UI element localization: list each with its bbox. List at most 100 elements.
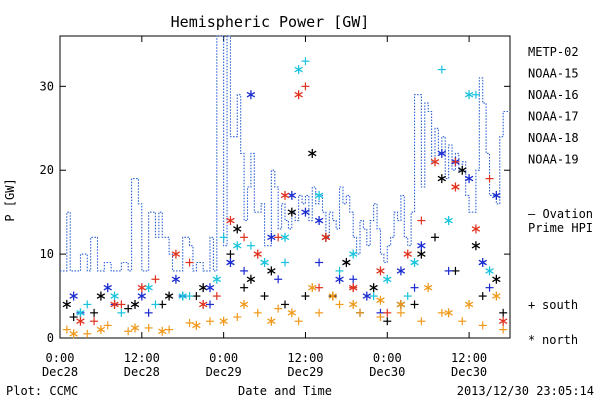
south-point xyxy=(431,233,439,242)
south-point xyxy=(185,318,194,327)
north-marker-stroke xyxy=(110,301,119,308)
north-marker xyxy=(267,316,276,326)
ovation-label-line1: — Ovation xyxy=(528,207,593,221)
north-marker xyxy=(492,291,501,301)
north-marker-stroke xyxy=(287,310,297,316)
footer-timestamp: 2013/12/30 23:05:14 xyxy=(457,384,594,398)
north-marker-stroke xyxy=(62,301,72,308)
north-marker xyxy=(205,283,215,293)
x-tick-label-time: 0:00 xyxy=(46,351,75,365)
north-marker-stroke xyxy=(471,242,481,249)
north-marker-stroke xyxy=(96,293,106,299)
south-point xyxy=(151,300,160,309)
north-marker-stroke xyxy=(103,284,112,291)
north-marker xyxy=(178,291,187,301)
north-marker xyxy=(376,295,385,305)
south-point xyxy=(62,325,71,334)
north-marker-stroke xyxy=(348,251,358,257)
south-point xyxy=(260,292,269,301)
north-marker-stroke xyxy=(464,175,474,182)
south-point xyxy=(192,292,201,301)
y-tick-label: 10 xyxy=(40,247,54,261)
north-marker xyxy=(287,308,297,318)
x-tick-label-date: Dec30 xyxy=(451,365,487,379)
north-marker xyxy=(158,326,167,336)
north-marker-stroke xyxy=(76,310,85,316)
north-marker xyxy=(226,258,235,267)
north-marker-stroke xyxy=(76,318,85,325)
north-marker-stroke xyxy=(403,251,412,257)
north-marker xyxy=(383,274,392,284)
north-marker-stroke xyxy=(492,192,501,199)
y-tick-label: 0 xyxy=(47,331,54,345)
south-point xyxy=(83,300,92,309)
north-marker-stroke xyxy=(451,184,460,190)
south-point xyxy=(485,283,494,292)
south-point xyxy=(206,317,214,326)
north-marker-stroke xyxy=(287,192,297,199)
north-marker-stroke xyxy=(383,276,392,283)
north-marker-stroke xyxy=(110,293,119,299)
south-point xyxy=(253,308,262,317)
north-marker-stroke xyxy=(164,293,174,299)
x-tick-label-date: Dec30 xyxy=(369,365,405,379)
south-point xyxy=(219,233,228,242)
x-axis: 0:00Dec2812:00Dec280:00Dec2912:00Dec290:… xyxy=(42,36,487,379)
north-marker-stroke xyxy=(362,293,372,299)
north-marker-stroke xyxy=(444,217,453,224)
south-point xyxy=(226,250,235,259)
north-marker-stroke xyxy=(178,293,187,299)
south-point xyxy=(356,308,364,317)
north-marker xyxy=(130,299,140,309)
south-point xyxy=(274,275,283,284)
south-point xyxy=(301,292,310,301)
north-marker-stroke xyxy=(308,150,317,157)
legend-entry: NOAA-15 xyxy=(528,67,579,81)
south-point xyxy=(478,321,487,330)
north-marker xyxy=(471,241,481,251)
south-point xyxy=(410,300,419,309)
north-marker xyxy=(198,299,208,309)
south-point xyxy=(349,275,358,284)
north-marker-stroke xyxy=(417,242,426,249)
south-point xyxy=(451,157,460,166)
south-point xyxy=(376,313,385,322)
north-marker xyxy=(287,207,297,217)
north-marker xyxy=(110,291,119,301)
south-point xyxy=(301,57,310,66)
north-marker xyxy=(267,266,276,276)
north-marker-stroke xyxy=(226,217,235,224)
north-marker xyxy=(451,182,460,192)
south-point xyxy=(383,317,392,326)
south-point xyxy=(471,90,480,99)
south-point xyxy=(437,308,446,317)
south-point xyxy=(315,308,324,317)
south-point xyxy=(144,308,153,317)
north-marker xyxy=(69,291,78,301)
series-metp-02 xyxy=(62,148,508,326)
south-point xyxy=(158,300,167,309)
north-marker xyxy=(314,190,324,200)
south-point xyxy=(383,308,392,317)
north-marker xyxy=(328,291,337,301)
north-marker xyxy=(280,190,290,200)
south-point xyxy=(444,266,453,275)
north-marker xyxy=(253,249,262,259)
north-legend-label: north xyxy=(542,333,578,347)
legend-entry: NOAA-18 xyxy=(528,131,579,145)
north-marker-stroke xyxy=(144,284,153,291)
south-point xyxy=(485,174,494,183)
x-tick-label-time: 12:00 xyxy=(451,351,487,365)
north-marker xyxy=(246,90,256,100)
south-point xyxy=(124,327,133,336)
y-tick-label: 20 xyxy=(40,163,54,177)
north-marker-stroke xyxy=(478,259,487,266)
north-marker xyxy=(464,299,474,309)
ovation-label-line2: Prime HPI xyxy=(528,221,593,235)
north-marker-stroke xyxy=(280,234,290,241)
north-marker xyxy=(348,283,358,293)
north-marker xyxy=(335,274,344,284)
north-marker-stroke xyxy=(137,284,147,291)
